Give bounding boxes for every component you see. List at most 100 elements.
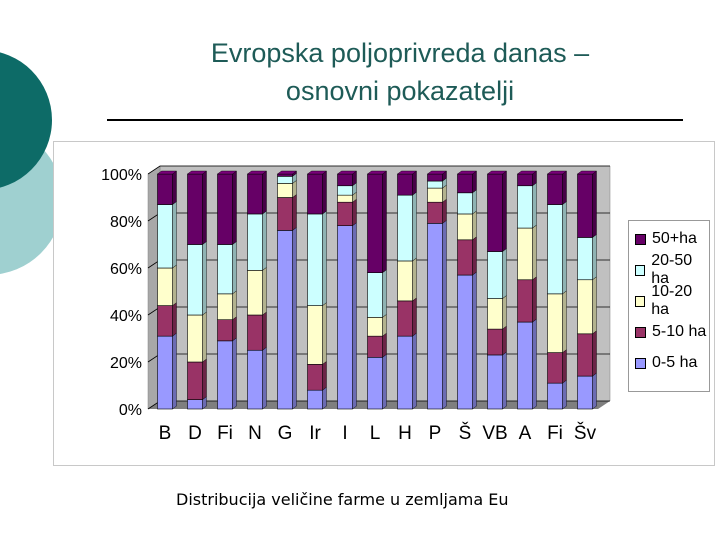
legend-item: 10-20 ha — [635, 283, 709, 318]
bar-top — [186, 170, 208, 175]
slide-title: Evropska poljoprivreda danas – osnovni p… — [120, 34, 680, 110]
x-tick-label: H — [398, 423, 412, 444]
bar-segment-side — [532, 182, 537, 229]
bar-segment-side — [502, 248, 507, 299]
bar-segment — [547, 382, 563, 410]
bar-segment-side — [592, 234, 597, 281]
bar-segment-side — [262, 170, 267, 215]
bar-segment — [517, 173, 533, 187]
bar-segment — [487, 251, 503, 299]
bar-segment-side — [442, 219, 447, 410]
bar-segment — [487, 354, 503, 410]
decorative-circles — [0, 52, 63, 275]
bar-segment — [577, 173, 593, 238]
legend-swatch — [635, 357, 646, 369]
x-tick-label: L — [370, 423, 381, 444]
bar-segment — [247, 213, 263, 271]
bar-segment — [517, 321, 533, 410]
bar-segment-side — [202, 170, 207, 245]
bar-segment-side — [472, 210, 477, 241]
bar-segment — [397, 335, 413, 410]
bar-segment-side — [322, 170, 327, 215]
bar-segment — [217, 293, 233, 321]
bar-segment — [367, 357, 383, 410]
bar-segment — [157, 305, 173, 337]
x-tick-label: Ir — [309, 423, 321, 444]
bar-segment-side — [352, 222, 357, 410]
bar-segment — [427, 223, 443, 410]
bar-segment-side — [532, 224, 537, 281]
bar-segment — [577, 279, 593, 335]
stacked-bar-chart: 0% 20% 40% 60% 80% 100% B D Fi N G Ir I L H P Š VB A Fi Šv — [101, 165, 611, 444]
legend-item: 20-50 ha — [635, 252, 709, 287]
bar-segment — [457, 274, 473, 410]
bar-segment-side — [592, 170, 597, 238]
x-tick-label: N — [248, 423, 262, 444]
bar-segment — [187, 361, 203, 400]
bar-segment — [217, 244, 233, 295]
bar-segment — [577, 375, 593, 410]
bar-segment-side — [442, 198, 447, 224]
title-underline — [107, 119, 683, 121]
bar-segment-side — [262, 266, 267, 316]
x-tick-label: VB — [482, 423, 507, 444]
x-tick-label: B — [159, 423, 172, 444]
bar-segment-side — [562, 379, 567, 410]
bar-segment — [337, 225, 353, 410]
bar-segment-side — [202, 311, 207, 363]
bar-segment-side — [172, 201, 177, 269]
bar-segment — [187, 314, 203, 363]
bar-segment — [367, 317, 383, 337]
bar-segment — [187, 399, 203, 410]
bar-segment — [247, 349, 263, 410]
bar-segment — [307, 173, 323, 215]
bar-top — [216, 170, 238, 175]
x-tick-label: P — [429, 423, 442, 444]
bar-segment-side — [592, 372, 597, 410]
bar-segment — [337, 194, 353, 203]
bar-segment — [487, 298, 503, 330]
bar-segment-side — [262, 346, 267, 410]
bar-segment — [427, 187, 443, 203]
bar-segment-side — [322, 210, 327, 307]
slide-title-line2: osnovni pokazatelji — [285, 76, 515, 106]
bar-segment — [487, 173, 503, 252]
bar-segment — [217, 340, 233, 410]
bar-segment — [397, 260, 413, 302]
bar-segment — [517, 279, 533, 323]
bar-segment — [547, 173, 563, 205]
bar-segment-side — [472, 189, 477, 215]
bar-segment — [307, 305, 323, 365]
x-tick-label: Fi — [547, 423, 563, 444]
bar-segment-side — [472, 170, 477, 194]
bar-segment-side — [232, 170, 237, 245]
bar-segment — [217, 173, 233, 245]
bar-segment-side — [502, 170, 507, 252]
bar-segment-side — [232, 337, 237, 410]
bar-segment — [517, 185, 533, 229]
bar-top — [396, 170, 418, 175]
bar-top — [366, 170, 388, 175]
bar-segment — [187, 173, 203, 245]
slide-title-line1: Evropska poljoprivreda danas – — [210, 38, 590, 68]
bar-segment-side — [232, 316, 237, 342]
y-tick-label: 20% — [110, 355, 142, 372]
bar-segment — [517, 227, 533, 281]
bar-segment-side — [172, 264, 177, 307]
bar-segment — [547, 204, 563, 295]
legend-label: 50+ha — [652, 230, 697, 247]
bar-segment-side — [382, 170, 387, 274]
bar-segment-side — [532, 318, 537, 410]
bar-top — [546, 170, 568, 175]
x-tick-label: G — [278, 423, 293, 444]
bar-segment-side — [472, 236, 477, 276]
bar-segment-side — [472, 271, 477, 410]
bar-top — [276, 170, 298, 175]
y-tick-label: 100% — [101, 167, 142, 184]
bar-segment-side — [172, 332, 177, 410]
legend-label: 0-5 ha — [652, 354, 698, 371]
decorative-circle-dark — [0, 52, 52, 188]
x-tick-label: Š — [459, 422, 472, 444]
legend-label: 5-10 ha — [652, 323, 707, 340]
bar-segment — [277, 183, 293, 198]
